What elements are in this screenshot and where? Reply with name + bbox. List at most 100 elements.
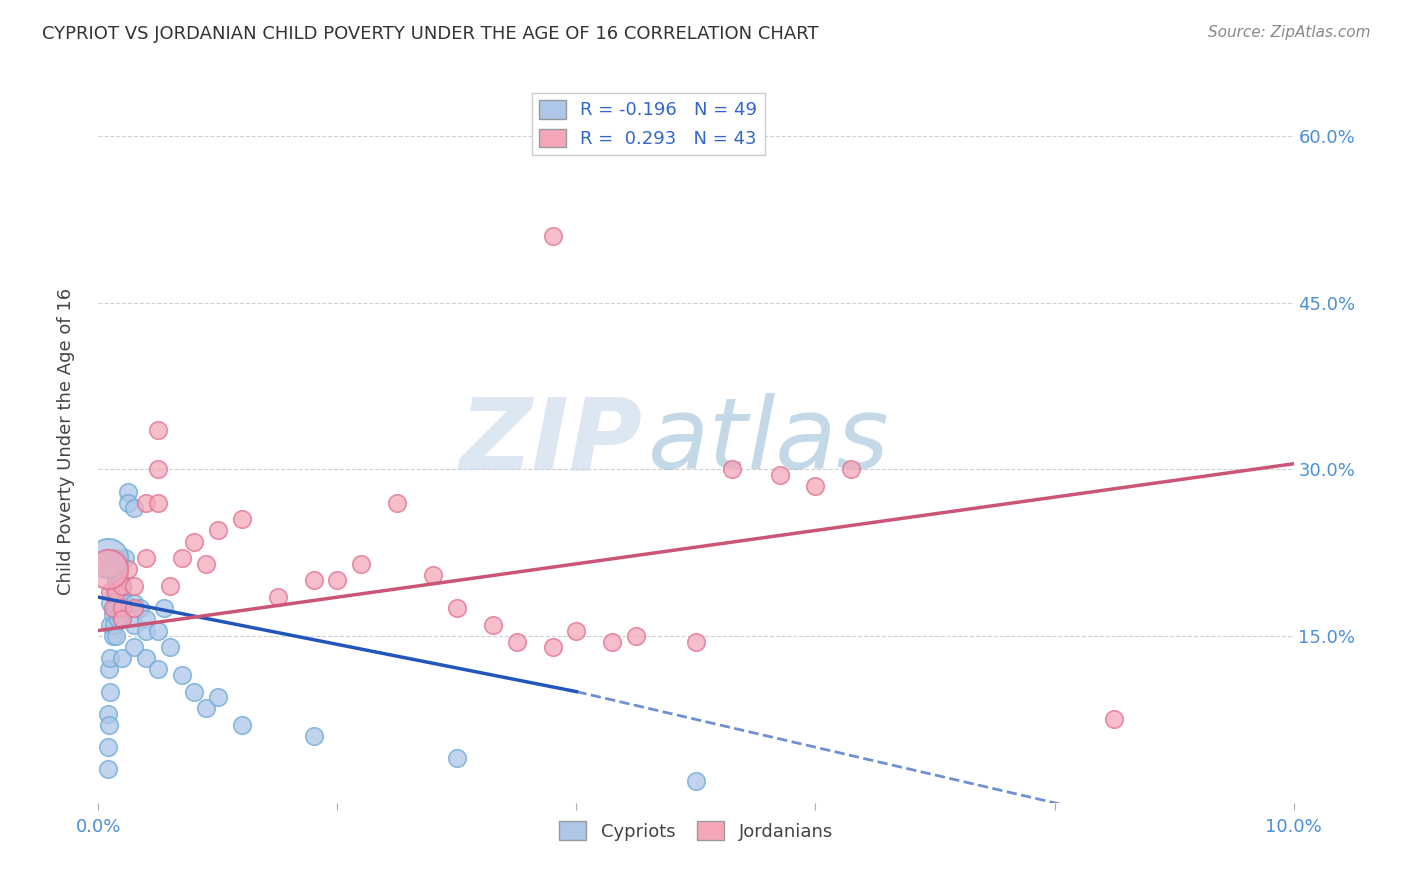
Point: [98, 596, 122, 610]
Text: ZIP: ZIP: [460, 393, 643, 490]
Point: [148, 424, 170, 438]
Point: [302, 729, 325, 743]
Point: [97, 562, 120, 576]
Point: [105, 574, 128, 588]
Point: [541, 228, 564, 243]
Point: [565, 624, 588, 638]
Text: Source: ZipAtlas.com: Source: ZipAtlas.com: [1208, 25, 1371, 40]
Point: [326, 574, 349, 588]
Point: [231, 512, 253, 526]
Point: [148, 496, 170, 510]
Point: [183, 534, 205, 549]
Point: [101, 601, 124, 615]
Point: [114, 551, 136, 566]
Point: [602, 634, 624, 648]
Point: [804, 479, 827, 493]
Point: [103, 618, 125, 632]
Point: [482, 618, 505, 632]
Point: [98, 662, 121, 676]
Point: [685, 773, 707, 788]
Point: [183, 684, 205, 698]
Point: [114, 596, 136, 610]
Point: [159, 640, 181, 655]
Point: [135, 651, 157, 665]
Point: [98, 562, 122, 576]
Point: [111, 651, 134, 665]
Point: [97, 763, 120, 777]
Point: [172, 551, 194, 566]
Point: [98, 651, 122, 665]
Point: [124, 601, 146, 615]
Point: [97, 551, 120, 566]
Point: [111, 612, 134, 626]
Point: [111, 601, 134, 615]
Point: [108, 574, 131, 588]
Point: [135, 612, 157, 626]
Point: [446, 601, 468, 615]
Point: [153, 601, 176, 615]
Point: [98, 718, 121, 732]
Point: [685, 634, 707, 648]
Point: [97, 551, 120, 566]
Point: [148, 462, 170, 476]
Point: [101, 629, 124, 643]
Point: [103, 584, 125, 599]
Point: [385, 496, 409, 510]
Point: [135, 496, 157, 510]
Point: [541, 640, 564, 655]
Point: [105, 629, 128, 643]
Point: [124, 618, 146, 632]
Text: CYPRIOT VS JORDANIAN CHILD POVERTY UNDER THE AGE OF 16 CORRELATION CHART: CYPRIOT VS JORDANIAN CHILD POVERTY UNDER…: [42, 25, 818, 43]
Point: [97, 740, 120, 755]
Point: [117, 496, 139, 510]
Point: [124, 640, 146, 655]
Point: [117, 484, 139, 499]
Point: [231, 718, 253, 732]
Point: [108, 607, 131, 621]
Point: [626, 629, 648, 643]
Point: [135, 624, 157, 638]
Point: [148, 662, 170, 676]
Point: [195, 701, 218, 715]
Point: [111, 601, 134, 615]
Point: [124, 596, 146, 610]
Point: [422, 568, 444, 582]
Point: [98, 618, 122, 632]
Point: [135, 551, 157, 566]
Point: [97, 706, 120, 721]
Point: [111, 579, 134, 593]
Point: [148, 624, 170, 638]
Point: [98, 684, 122, 698]
Point: [124, 501, 146, 516]
Point: [769, 467, 792, 482]
Y-axis label: Child Poverty Under the Age of 16: Child Poverty Under the Age of 16: [56, 288, 75, 595]
Point: [124, 579, 146, 593]
Point: [159, 579, 181, 593]
Point: [111, 579, 134, 593]
Point: [129, 601, 152, 615]
Point: [302, 574, 325, 588]
Text: atlas: atlas: [648, 393, 890, 490]
Point: [267, 590, 290, 604]
Point: [506, 634, 529, 648]
Point: [207, 524, 229, 538]
Point: [107, 590, 129, 604]
Point: [446, 751, 468, 765]
Point: [105, 601, 128, 615]
Point: [107, 612, 129, 626]
Point: [111, 612, 134, 626]
Point: [721, 462, 744, 476]
Point: [841, 462, 863, 476]
Legend: Cypriots, Jordanians: Cypriots, Jordanians: [553, 814, 839, 848]
Point: [105, 551, 128, 566]
Point: [1104, 713, 1126, 727]
Point: [105, 584, 128, 599]
Point: [117, 562, 139, 576]
Point: [207, 690, 229, 705]
Point: [98, 584, 122, 599]
Point: [195, 557, 218, 571]
Point: [101, 607, 124, 621]
Point: [350, 557, 373, 571]
Point: [172, 668, 194, 682]
Point: [111, 590, 134, 604]
